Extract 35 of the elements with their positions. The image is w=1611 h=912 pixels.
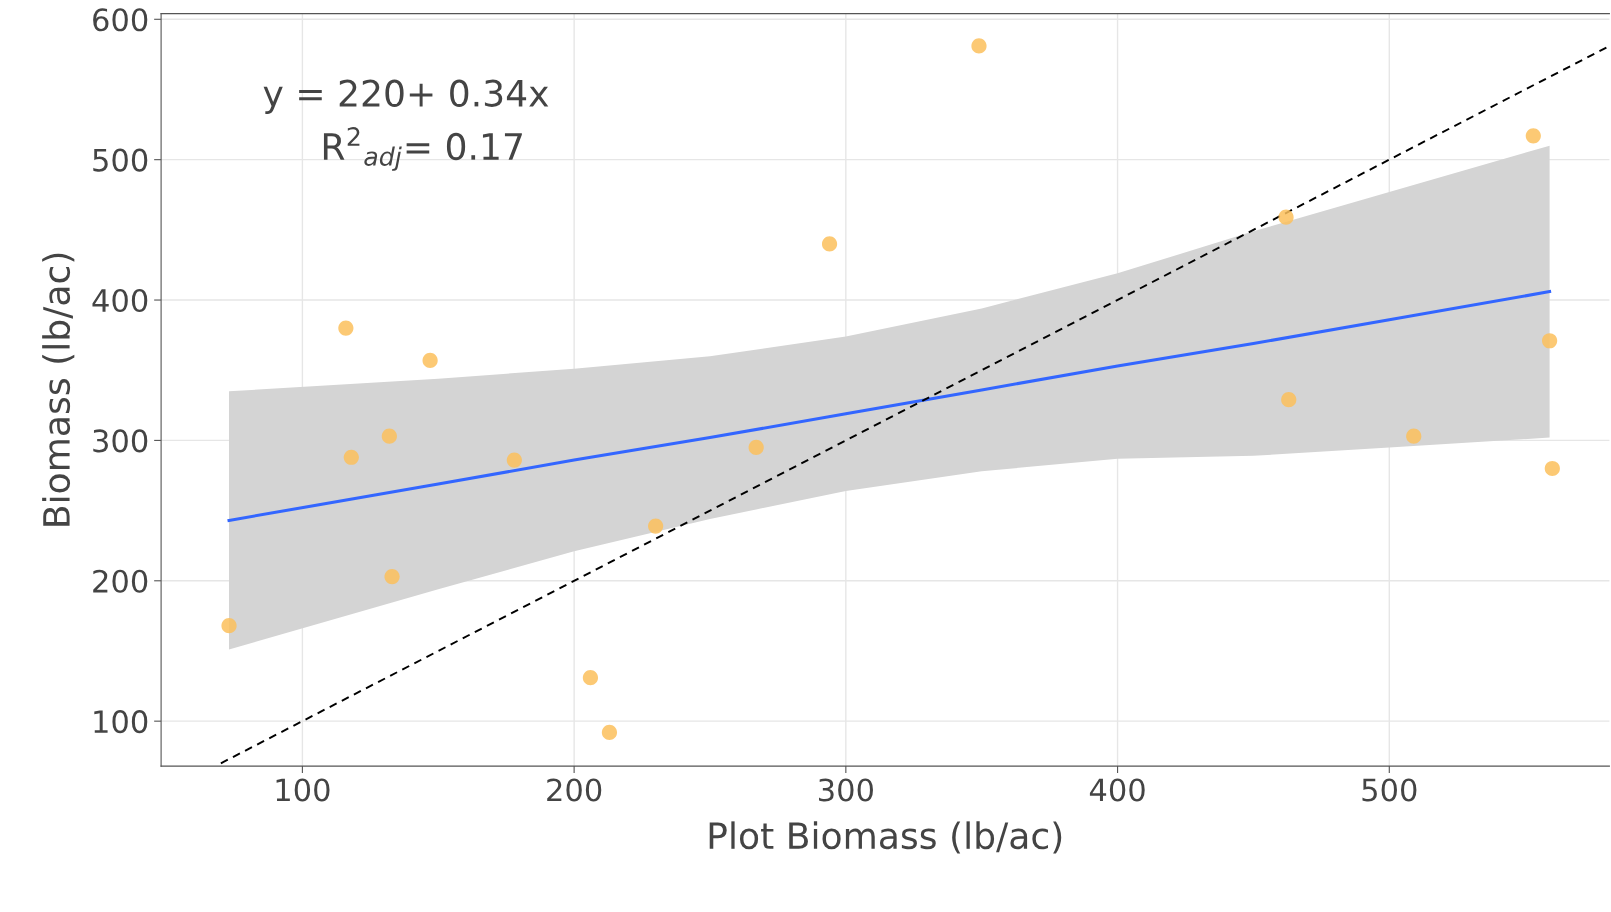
point (971, 38, 987, 54)
y-tick-label: 300 (93, 429, 148, 453)
point (1406, 428, 1422, 444)
point (1281, 392, 1297, 408)
point (221, 618, 237, 634)
x-tick-label: 100 (276, 778, 330, 802)
point (1542, 333, 1558, 349)
x-tick-label: 500 (1362, 778, 1417, 802)
annotation: y = 220+ 0.34x (263, 79, 549, 114)
y-tick-label: 600 (93, 8, 148, 32)
y-tick-label: 400 (92, 288, 148, 313)
annotation: R$^{2}$$_{adj}$= 0.17 (323, 127, 522, 171)
x-tick-label: 200 (547, 778, 602, 802)
point (582, 670, 599, 686)
point (601, 724, 618, 740)
point (381, 428, 397, 444)
line-series (227, 290, 1552, 522)
x-axis-title: Plot Biomass (lb/ac) (709, 821, 1062, 854)
point (748, 439, 764, 456)
y-tick-label: 200 (93, 569, 148, 593)
point (384, 568, 400, 585)
y-tick-label: 500 (93, 148, 148, 172)
point (1544, 460, 1560, 477)
point (1525, 128, 1541, 144)
point (422, 352, 438, 369)
x-tick-label: 400 (1089, 778, 1145, 802)
point (821, 236, 838, 252)
point (648, 518, 664, 534)
y-tick-label: 100 (94, 710, 148, 734)
point (506, 452, 522, 468)
point (1278, 209, 1294, 225)
point (338, 320, 354, 336)
x-tick-label: 300 (819, 778, 873, 802)
y-axis-title: Biomass (lb/ac) (42, 253, 75, 526)
point (343, 449, 359, 465)
